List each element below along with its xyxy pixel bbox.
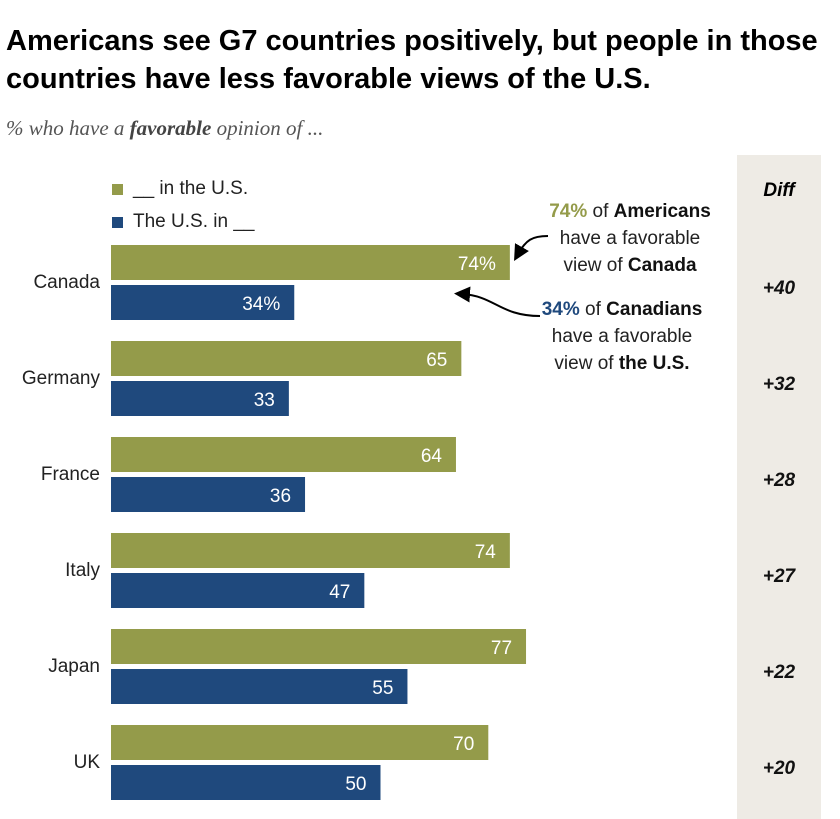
diff-value: +20 [763,758,796,779]
diff-value: +32 [763,374,796,395]
subtitle-pre: % who have a [6,116,130,140]
bar-value-label: 70 [453,734,474,755]
bar [111,341,462,376]
ann-bold: Americans [613,201,711,222]
bar [111,381,289,416]
bar [111,533,510,568]
bar [111,285,295,320]
diff-header: Diff [763,180,796,201]
category-label: France [41,464,100,485]
diff-value: +22 [763,662,796,683]
ann-bold: the U.S. [618,353,690,374]
ann-pct: 74% [549,201,588,222]
bar-value-label: 64 [421,446,443,467]
ann-bold: Canadians [606,299,703,320]
category-label: Japan [48,656,100,677]
subtitle-bold: favorable [129,116,212,140]
annotation-americans: 74% of Americans have a favorable view o… [520,198,740,279]
bar-value-label: 74 [475,542,497,563]
category-label: UK [74,752,101,773]
bar [111,573,365,608]
legend-label: __ in the U.S. [133,178,249,199]
bar-value-label: 65 [426,350,447,371]
legend-item-in-us: __ in the U.S. [112,178,248,200]
bar [111,245,510,280]
subtitle-post: opinion of ... [211,116,324,140]
bar [111,725,489,760]
chart-title: Americans see G7 countries positively, b… [6,25,818,95]
ann-text: of [579,299,607,320]
chart-subtitle: % who have a favorable opinion of ... [6,116,323,141]
ann-text: have a favorable [559,228,701,249]
ann-bold: Canada [627,255,697,276]
diff-value: +40 [763,278,796,299]
diff-column-background [737,155,821,819]
diff-value: +27 [763,566,797,587]
legend-swatch-green [112,183,123,195]
bar-value-label: 77 [491,638,512,659]
bar-value-label: 36 [270,486,291,507]
legend-swatch-blue [112,216,123,228]
bar [111,765,381,800]
bar-value-label: 50 [345,774,366,795]
ann-pct: 34% [541,299,580,320]
ann-text: view of [563,255,628,276]
legend-label: The U.S. in __ [133,211,255,232]
category-label: Canada [33,272,100,293]
bar-value-label: 74% [458,254,496,275]
arrow-icon [454,286,541,317]
arrow-icon [514,235,549,261]
bar [111,629,527,664]
bar-value-label: 47 [329,582,350,603]
legend-item-us-in: The U.S. in __ [112,211,254,233]
bar-value-label: 34% [242,294,280,315]
bar [111,437,456,472]
bar-value-label: 33 [254,390,275,411]
annotation-canadians: 34% of Canadians have a favorable view o… [512,296,732,377]
bar [111,477,306,512]
ann-text: have a favorable [551,326,693,347]
category-label: Italy [65,560,100,581]
bar-value-label: 55 [372,678,393,699]
ann-text: of [587,201,614,222]
category-label: Germany [22,368,101,389]
ann-text: view of [554,353,619,374]
diff-value: +28 [763,470,796,491]
bar [111,669,408,704]
